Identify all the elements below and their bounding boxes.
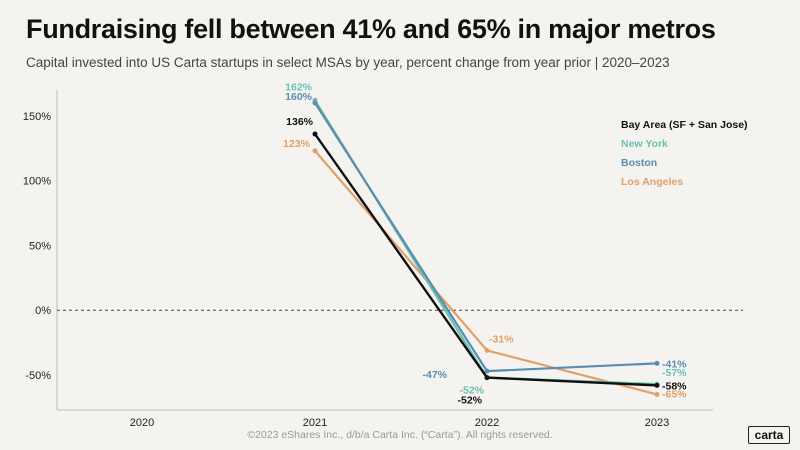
series-line-boston: [314, 102, 658, 373]
data-label: -52%: [459, 385, 484, 397]
carta-logo: carta: [748, 426, 790, 444]
data-label: -57%: [662, 367, 687, 379]
data-point: [312, 131, 318, 137]
data-label: -41%: [662, 358, 687, 370]
y-tick-label: 0%: [35, 305, 51, 317]
legend-entry: Bay Area (SF + San Jose): [621, 119, 748, 131]
data-label: 136%: [286, 116, 314, 128]
data-label: 162%: [285, 81, 313, 93]
x-tick-label: 2023: [645, 417, 669, 429]
data-point: [312, 100, 318, 106]
chart-subtitle: Capital invested into US Carta startups …: [26, 55, 670, 70]
legend-entry: Los Angeles: [621, 176, 683, 188]
data-point: [312, 148, 318, 154]
y-tick-label: 100%: [23, 176, 51, 188]
data-point: [484, 368, 490, 374]
series-lines: [312, 97, 660, 397]
data-point: [654, 391, 660, 397]
chart-axes: 150% 100% 50% 0% -50% 2020 2021 2022 2023: [23, 90, 743, 429]
data-label: 160%: [285, 91, 313, 103]
series-line-los-angeles: [314, 150, 658, 396]
data-point: [654, 382, 660, 388]
x-tick-label: 2020: [130, 417, 154, 429]
data-point: [654, 360, 660, 366]
data-point: [484, 375, 490, 381]
copyright-footer: ©2023 eShares Inc., d/b/a Carta Inc. (“C…: [247, 429, 553, 441]
y-tick-label: -50%: [25, 370, 51, 382]
x-tick-label: 2021: [303, 417, 327, 429]
data-label: 123%: [283, 138, 311, 150]
legend-entry: New York: [621, 138, 668, 150]
legend: Bay Area (SF + San Jose) New York Boston Lo…: [621, 119, 748, 188]
legend-entry: Boston: [621, 157, 657, 169]
y-tick-label: 150%: [23, 111, 51, 123]
x-tick-label: 2022: [475, 417, 499, 429]
data-label: -52%: [457, 395, 482, 407]
data-label: -47%: [422, 369, 447, 381]
data-label: -58%: [662, 380, 687, 392]
data-point: [484, 347, 490, 353]
series-line-new-york: [314, 99, 658, 386]
y-tick-label: 50%: [29, 240, 51, 252]
data-labels: 162% -52% -57% 160% -47% -41% 123% -31% -65% 136%…: [283, 81, 687, 406]
data-label: -31%: [489, 333, 514, 345]
chart-title: Fundraising fell between 41% and 65% in …: [26, 14, 716, 44]
data-label: -65%: [662, 388, 687, 400]
